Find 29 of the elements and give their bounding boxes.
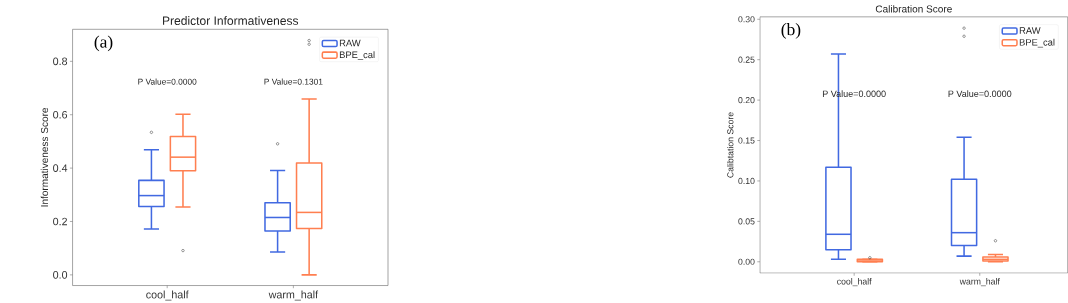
x-tick-label: warm_half (959, 278, 1000, 287)
y-tick-label: 0.30 (738, 16, 755, 23)
y-tick-label: 0.00 (738, 258, 755, 265)
y-tick-label: 0.20 (738, 97, 755, 104)
y-tick-label: 0.10 (738, 178, 755, 185)
annotation: P Value=0.0000 (948, 90, 1012, 98)
x-tick-label: cool_half (837, 278, 872, 287)
y-tick-label: 0.2 (53, 217, 67, 226)
chart-title: Calibration Score (875, 5, 952, 13)
y-tick-label: 0.25 (738, 56, 755, 63)
y-tick-label: 0.4 (53, 164, 68, 173)
y-tick-label: 0.0 (53, 271, 68, 279)
annotation: (b) (781, 23, 801, 39)
y-axis-title: Calibtation Score (727, 112, 734, 178)
x-tick-label: warm_half (268, 290, 319, 301)
annotation: P Value=0.1301 (264, 78, 323, 85)
annotation: (a) (94, 35, 113, 52)
legend-label: RAW (339, 39, 361, 47)
y-tick-label: 0.05 (738, 218, 755, 225)
y-tick-label: 0.15 (738, 137, 755, 144)
annotation: P Value=0.0000 (138, 78, 197, 85)
legend-label: BPE_cal (339, 51, 375, 61)
x-tick-label: cool_half (146, 290, 189, 301)
y-tick-label: 0.8 (53, 57, 68, 66)
legend-label: BPE_cal (1019, 38, 1055, 48)
y-tick-label: 0.6 (53, 111, 68, 119)
chart-title: Predictor Informativeness (163, 16, 299, 26)
y-axis-title: Informativeness Score (40, 108, 49, 207)
legend-label: RAW (1019, 27, 1041, 34)
